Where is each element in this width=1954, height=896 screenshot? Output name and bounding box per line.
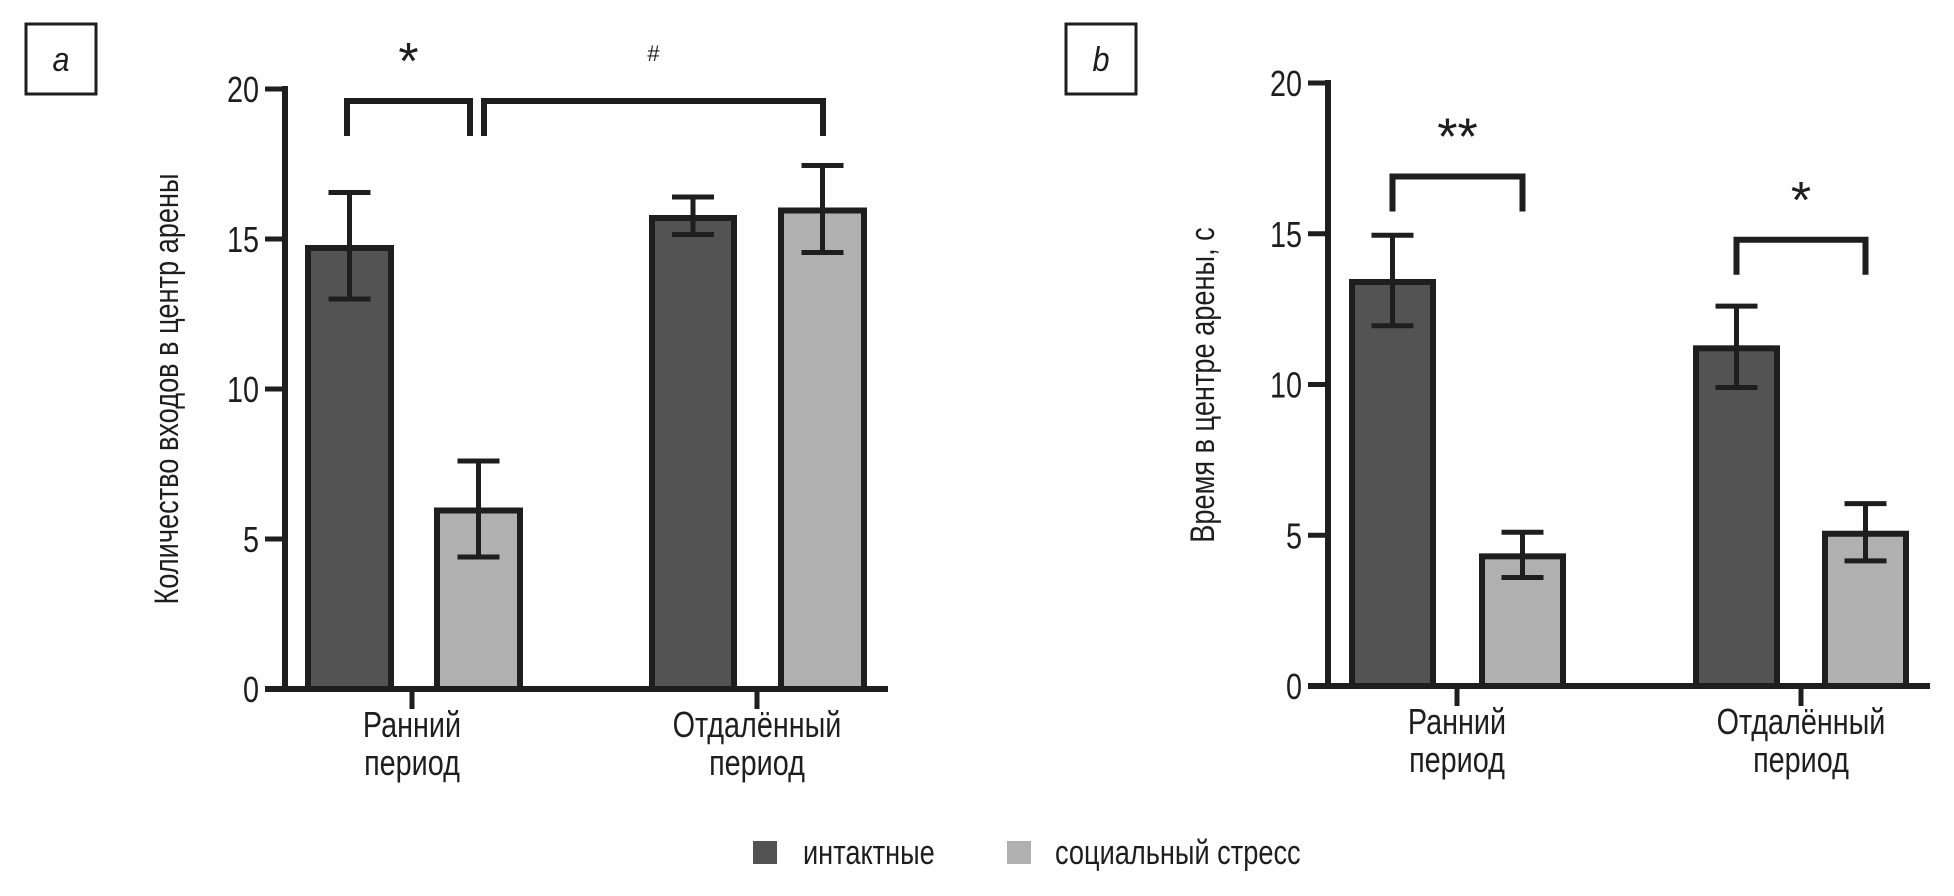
bar-intact-0	[305, 245, 394, 692]
x-tick-label-group: период	[709, 742, 805, 783]
x-tick-label-group: Ранний	[1408, 701, 1506, 742]
panel-label-group: b	[1092, 41, 1109, 79]
bar-intact-0	[1349, 278, 1436, 689]
y-tick-label-group: 5	[243, 519, 259, 560]
x-tick-label: период	[1409, 739, 1505, 780]
y-tick-label: 15	[1270, 214, 1302, 255]
x-tick-label: Отдалённый	[1717, 701, 1886, 742]
significance-marker-group: #	[647, 41, 660, 66]
bar-stress-1	[778, 207, 867, 692]
significance-bracket	[481, 98, 826, 136]
y-axis-label: Время в центре арены, с	[1183, 227, 1222, 543]
significance-bracket	[1389, 173, 1526, 212]
y-tick-label-group: 15	[1270, 214, 1302, 255]
significance-bracket	[344, 98, 473, 136]
y-tick-label: 10	[1270, 364, 1302, 405]
x-tick-label-group: период	[1753, 739, 1849, 780]
y-tick-label: 10	[227, 369, 259, 410]
y-tick-label: 5	[243, 519, 259, 560]
panel-label-group: a	[52, 41, 69, 79]
y-axis-label: Количество входов в центр арены	[147, 173, 186, 604]
y-tick-label-group: 10	[227, 369, 259, 410]
x-tick-label: Отдалённый	[673, 704, 842, 745]
y-tick-label-group: 10	[1270, 364, 1302, 405]
y-tick-label: 15	[227, 219, 259, 260]
significance-marker: **	[1437, 108, 1477, 166]
y-tick-label: 0	[1286, 666, 1302, 707]
x-tick-label: период	[364, 742, 460, 783]
x-tick-label-group: Отдалённый	[1717, 701, 1886, 742]
y-tick-label-group: 0	[1286, 666, 1302, 707]
x-tick-label-group: Отдалённый	[673, 704, 842, 745]
y-tick-label-group: 20	[227, 69, 259, 110]
significance-marker: *	[398, 33, 418, 91]
significance-marker-group: *	[398, 33, 418, 91]
panel-label-box	[24, 22, 98, 96]
panel-label-box	[1064, 22, 1138, 96]
y-tick-label: 20	[227, 69, 259, 110]
y-tick-label-group: 15	[227, 219, 259, 260]
legend-swatch	[753, 841, 777, 864]
legend-label: интактные	[803, 833, 935, 872]
x-tick-label-group: период	[364, 742, 460, 783]
y-axis-label-group: Количество входов в центр арены	[147, 173, 186, 604]
y-axis-label-group: Время в центре арены, с	[1183, 227, 1222, 543]
bar-intact-1	[1693, 345, 1780, 689]
panel-label: a	[52, 41, 69, 79]
significance-bracket	[1733, 236, 1869, 275]
legend-label: социальный стресс	[1055, 833, 1301, 872]
y-tick-label-group: 20	[1270, 63, 1302, 104]
y-tick-label: 0	[243, 669, 259, 710]
legend-label-group: социальный стресс	[1055, 833, 1301, 872]
significance-marker-group: *	[1791, 172, 1811, 230]
x-tick-label: период	[709, 742, 805, 783]
x-tick-label-group: Ранний	[363, 704, 461, 745]
legend-label-group: интактные	[803, 833, 935, 872]
panel-b-chart: b05101520РаннийпериодОтдалённыйпериодВре…	[1064, 22, 1930, 780]
y-tick-label-group: 5	[1286, 515, 1302, 556]
significance-marker: *	[1791, 172, 1811, 230]
y-tick-label: 5	[1286, 515, 1302, 556]
significance-marker-group: **	[1437, 108, 1477, 166]
legend: интактные социальный стресс	[753, 833, 1301, 872]
y-tick-label: 20	[1270, 63, 1302, 104]
panel-a-chart: a05101520РаннийпериодОтдалённыйпериодКол…	[24, 22, 888, 783]
bar-intact-1	[649, 215, 737, 692]
x-tick-label: Ранний	[363, 704, 461, 745]
panel-label: b	[1092, 41, 1109, 79]
significance-marker: #	[647, 41, 660, 66]
x-tick-label-group: период	[1409, 739, 1505, 780]
y-tick-label-group: 0	[243, 669, 259, 710]
x-tick-label: период	[1753, 739, 1849, 780]
x-tick-label: Ранний	[1408, 701, 1506, 742]
legend-swatch	[1007, 841, 1031, 864]
